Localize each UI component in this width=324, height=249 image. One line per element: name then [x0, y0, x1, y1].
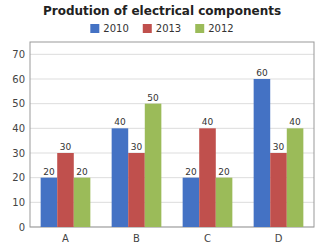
bar: [270, 153, 287, 227]
legend-swatch: [195, 24, 204, 33]
plot-frame: [30, 42, 314, 227]
legend-label: 2010: [103, 23, 128, 34]
y-tick-label: 10: [12, 197, 25, 208]
y-tick-label: 60: [12, 74, 25, 85]
bar: [199, 128, 216, 227]
data-label: 20: [185, 167, 197, 177]
bar: [183, 178, 200, 227]
title: Prodution of electrical components: [43, 4, 281, 18]
data-label: 40: [202, 117, 214, 127]
legend-item: 2013: [143, 23, 181, 34]
data-labels: 20 40 20 60 30 30 40 30 20 50 20 40: [43, 68, 301, 177]
chart: Prodution of electrical components 0 10 20 3…: [0, 0, 324, 249]
data-label: 50: [147, 93, 159, 103]
y-tick-label: 40: [12, 123, 25, 134]
bar: [57, 153, 74, 227]
legend-swatch: [90, 24, 99, 33]
bar: [145, 104, 162, 227]
data-label: 30: [131, 142, 143, 152]
y-tick-label: 50: [12, 98, 25, 109]
legend-item: 2012: [195, 23, 233, 34]
grid-line: [30, 128, 314, 129]
grid-line: [30, 79, 314, 80]
bar: [41, 178, 58, 227]
y-tick-label: 20: [12, 172, 25, 183]
bar: [254, 79, 271, 227]
legend-item: 2010: [90, 23, 128, 34]
data-label: 30: [60, 142, 72, 152]
bars: [41, 79, 304, 227]
bar: [74, 178, 91, 227]
y-tick-label: 70: [12, 49, 25, 60]
data-label: 60: [256, 68, 268, 78]
y-tick-label: 30: [12, 148, 25, 159]
data-label: 20: [76, 167, 88, 177]
grid-line: [30, 103, 314, 104]
x-tick-label: C: [204, 233, 211, 244]
x-tick-label: D: [275, 233, 283, 244]
x-tick-label: B: [133, 233, 140, 244]
legend-swatch: [143, 24, 152, 33]
legend-label: 2012: [208, 23, 233, 34]
bar: [128, 153, 145, 227]
x-tick-label: A: [62, 233, 69, 244]
legend: 2010 2013 2012: [90, 23, 233, 34]
data-label: 20: [43, 167, 55, 177]
legend-label: 2013: [156, 23, 181, 34]
bar: [287, 128, 304, 227]
data-label: 40: [114, 117, 126, 127]
grid: [30, 54, 314, 227]
data-label: 20: [218, 167, 230, 177]
bar: [112, 128, 129, 227]
y-tick-label: 0: [19, 222, 25, 233]
data-label: 40: [289, 117, 301, 127]
bar: [216, 178, 233, 227]
data-label: 30: [273, 142, 285, 152]
grid-line: [30, 54, 314, 55]
